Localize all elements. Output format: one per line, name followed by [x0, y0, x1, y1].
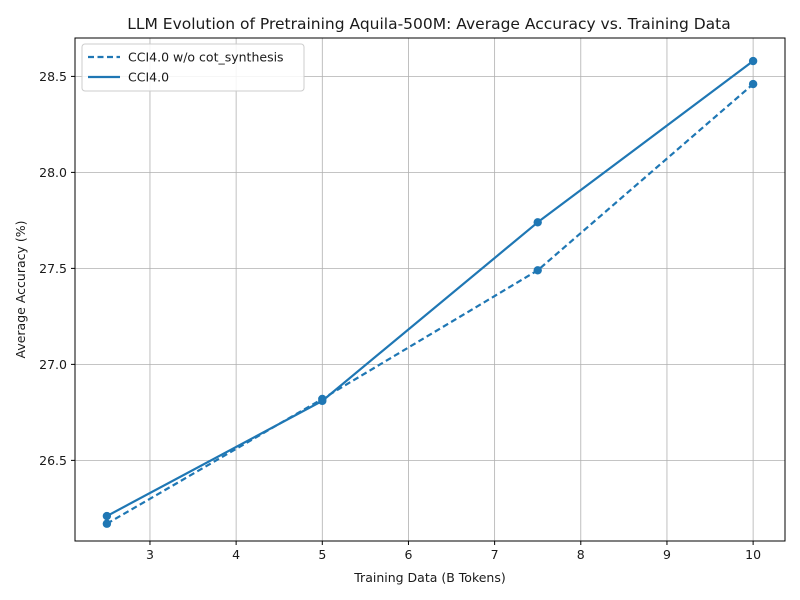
- series-1-point: [748, 79, 758, 89]
- y-tick-label: 28.0: [39, 165, 67, 180]
- x-tick-label: 5: [318, 547, 326, 562]
- x-axis: 3 4 5 6 7 8 9 10: [146, 541, 761, 562]
- legend-label-series-2: CCI4.0: [128, 70, 169, 85]
- x-tick-label: 6: [404, 547, 412, 562]
- series-2-point: [533, 218, 542, 227]
- chart-title: LLM Evolution of Pretraining Aquila-500M…: [127, 15, 731, 33]
- series-layer: [102, 56, 758, 528]
- y-tick-label: 27.0: [39, 357, 67, 372]
- series-2-point: [748, 56, 758, 66]
- series-line-2: [106, 60, 754, 518]
- plot-frame: [74, 37, 786, 542]
- legend[interactable]: CCI4.0 w/o cot_synthesis CCI4.0: [81, 43, 305, 92]
- y-tick-label: 27.5: [39, 261, 67, 276]
- series-1-point: [533, 266, 542, 275]
- x-tick-label: 3: [146, 547, 154, 562]
- grid: [75, 38, 785, 541]
- legend-label-series-1: CCI4.0 w/o cot_synthesis: [128, 50, 284, 65]
- x-tick-label: 9: [663, 547, 671, 562]
- y-tick-label: 26.5: [39, 453, 67, 468]
- series-2-point: [318, 396, 327, 406]
- series-2-point: [102, 511, 112, 521]
- x-tick-label: 4: [232, 547, 240, 562]
- x-tick-label: 7: [491, 547, 499, 562]
- series-1-point: [102, 519, 112, 528]
- x-tick-label: 10: [745, 547, 761, 562]
- x-axis-label: Training Data (B Tokens): [353, 570, 506, 585]
- y-axis-label: Average Accuracy (%): [13, 221, 28, 359]
- legend-box: [81, 43, 305, 92]
- x-tick-label: 8: [577, 547, 585, 562]
- y-axis: 26.5 27.0 27.5 28.0 28.5: [39, 69, 75, 468]
- y-tick-label: 28.5: [39, 69, 67, 84]
- series-line-1: [106, 83, 754, 525]
